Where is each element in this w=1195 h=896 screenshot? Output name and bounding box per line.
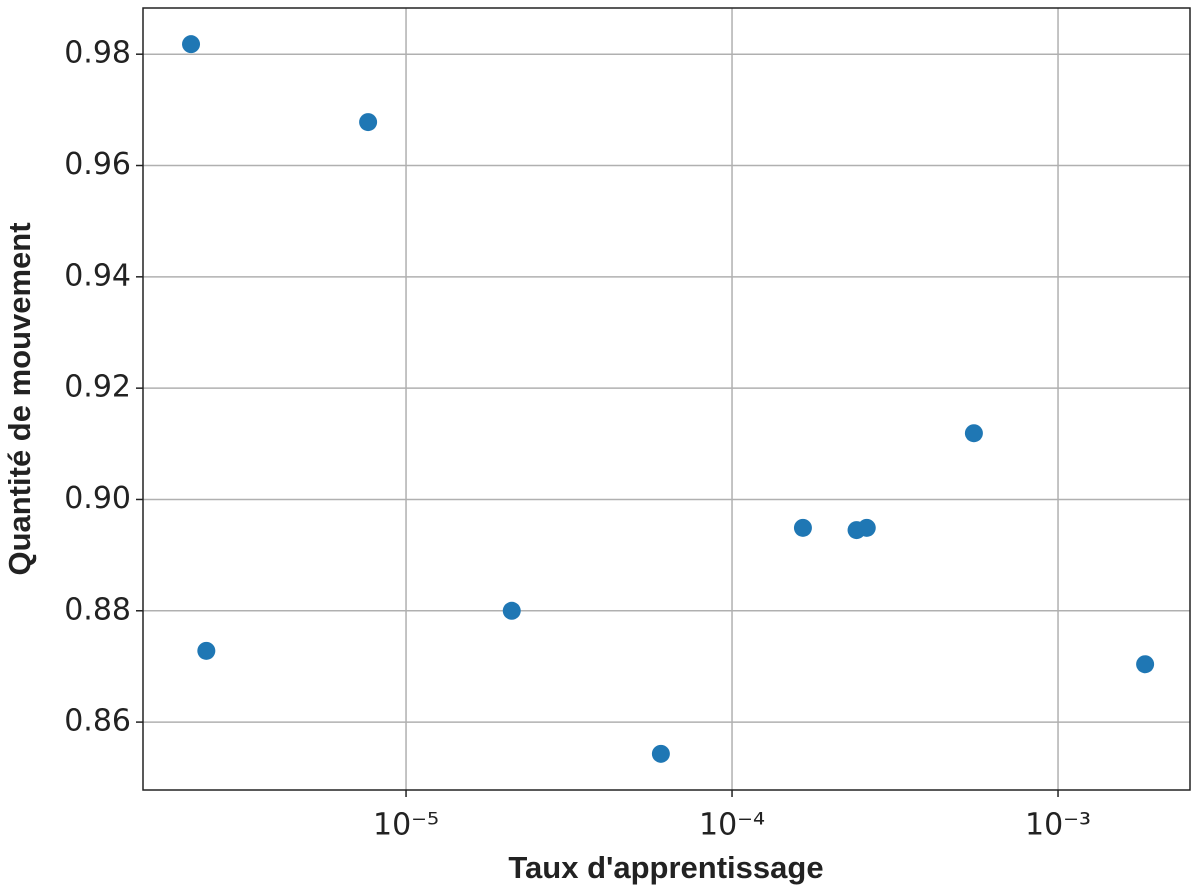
y-tick-label: 0.90 bbox=[64, 481, 131, 516]
y-tick-label: 0.94 bbox=[64, 258, 131, 293]
plot-frame bbox=[142, 7, 1191, 791]
y-tick-label: 0.98 bbox=[64, 36, 131, 71]
point bbox=[793, 518, 812, 537]
x-tick-label: 10⁻⁵ bbox=[373, 808, 439, 843]
y-tick-label: 0.88 bbox=[64, 592, 131, 627]
y-tick-label: 0.86 bbox=[64, 704, 131, 739]
point bbox=[502, 601, 521, 620]
y-axis-title: Quantité de mouvement bbox=[2, 222, 37, 575]
point bbox=[182, 35, 201, 54]
point bbox=[1136, 655, 1155, 674]
point bbox=[651, 744, 670, 763]
point bbox=[964, 424, 983, 443]
y-tick-label: 0.96 bbox=[64, 147, 131, 182]
point bbox=[197, 641, 216, 660]
y-tick-label: 0.92 bbox=[64, 370, 131, 405]
x-tick-label: 10⁻⁴ bbox=[699, 808, 765, 843]
x-axis-title: Taux d'apprentissage bbox=[508, 850, 823, 885]
point bbox=[857, 518, 876, 537]
point bbox=[359, 113, 378, 132]
x-tick-label: 10⁻³ bbox=[1025, 808, 1091, 843]
